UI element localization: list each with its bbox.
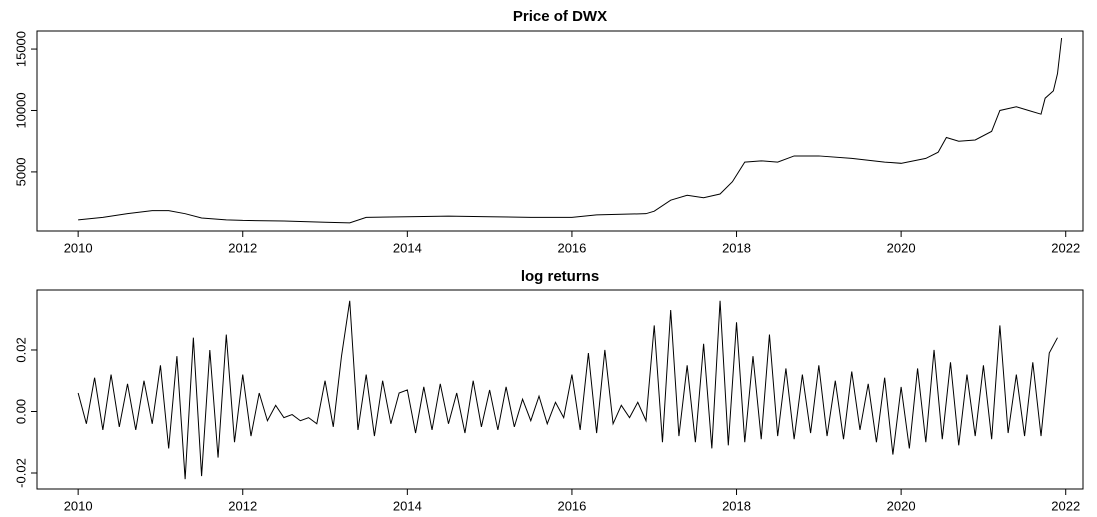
chart-title: Price of DWX [513, 8, 607, 25]
x-tick-label: 2010 [64, 240, 93, 255]
x-tick-label: 2018 [722, 498, 751, 513]
series-line [78, 37, 1063, 224]
x-tick-label: 2012 [228, 498, 257, 513]
x-tick-label: 2014 [393, 240, 422, 255]
x-tick-label: 2018 [722, 240, 751, 255]
y-tick-label: 10000 [13, 92, 28, 128]
y-tick-label: 5000 [13, 157, 28, 186]
y-tick-label: 0.02 [13, 337, 28, 362]
x-tick-label: 2022 [1051, 240, 1080, 255]
x-tick-label: 2012 [228, 240, 257, 255]
x-tick-label: 2010 [64, 498, 93, 513]
x-tick-label: 2020 [887, 240, 916, 255]
x-tick-label: 2022 [1051, 498, 1080, 513]
x-tick-label: 2014 [393, 498, 422, 513]
chart-title: log returns [521, 268, 599, 285]
y-tick-label: -0.02 [13, 458, 28, 488]
x-tick-label: 2016 [557, 498, 586, 513]
y-tick-label: 0.00 [13, 399, 28, 424]
x-tick-label: 2016 [557, 240, 586, 255]
plot-box [36, 289, 1084, 490]
series-line [77, 300, 1058, 480]
y-tick-label: 15000 [13, 31, 28, 67]
x-tick-label: 2020 [887, 498, 916, 513]
plot-box [36, 30, 1084, 232]
